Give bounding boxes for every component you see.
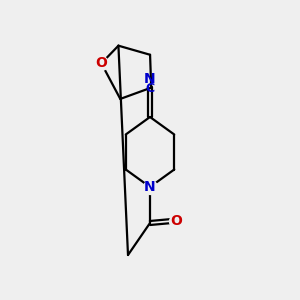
Text: C: C: [146, 82, 154, 95]
Text: N: N: [144, 72, 156, 86]
Text: O: O: [95, 56, 107, 70]
Text: N: N: [144, 180, 156, 194]
Text: O: O: [170, 214, 182, 228]
